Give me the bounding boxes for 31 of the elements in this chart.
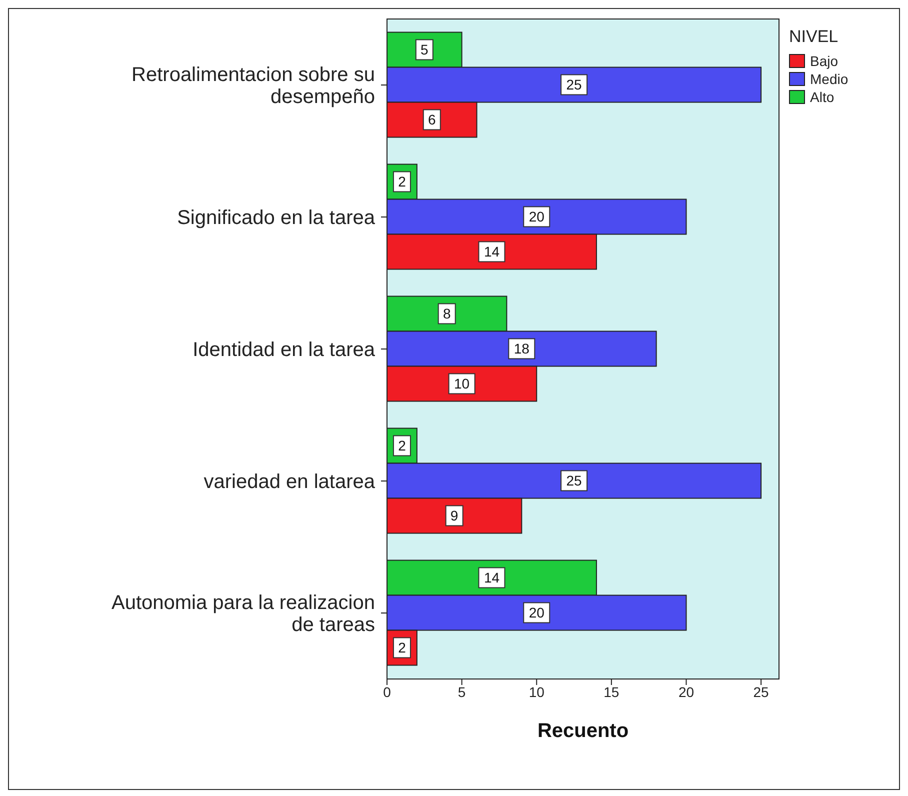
y-tick-label: Identidad en la tarea [192, 339, 376, 361]
data-label: 14 [484, 570, 500, 586]
data-label: 14 [484, 244, 500, 260]
legend-label: Medio [809, 71, 848, 87]
data-label: 2 [398, 640, 406, 656]
data-label: 25 [566, 76, 582, 93]
data-label: 2 [398, 438, 406, 454]
x-axis-title: Recuento [537, 720, 629, 742]
data-label: 10 [454, 376, 470, 392]
x-tick-label: 15 [604, 684, 620, 700]
legend-label: Bajo [809, 53, 840, 69]
x-tick-label: 5 [458, 684, 466, 700]
data-label: 9 [450, 508, 458, 524]
y-tick-label: Significado en la tarea [177, 207, 376, 229]
data-label: 20 [528, 208, 545, 225]
data-label: 25 [566, 472, 582, 489]
y-tick-label: Retroalimentacion sobre su desempeño [132, 64, 375, 108]
x-tick-label: 20 [678, 684, 694, 700]
data-label: 18 [514, 340, 530, 357]
x-tick-label: 0 [383, 684, 392, 700]
legend-title: NIVEL [789, 27, 840, 47]
data-label: 2 [398, 174, 406, 190]
x-tick-label: 10 [528, 684, 545, 700]
data-label: 5 [420, 42, 429, 58]
y-tick-label: variedad en latarea [204, 471, 376, 493]
data-label: 6 [428, 112, 436, 128]
x-tick-label: 25 [753, 684, 770, 700]
data-label: 8 [442, 306, 451, 322]
y-tick-label: Autonomia para la realizacion de tareas [112, 592, 375, 636]
data-label: 20 [528, 604, 545, 621]
legend-label: Alto [809, 89, 836, 105]
